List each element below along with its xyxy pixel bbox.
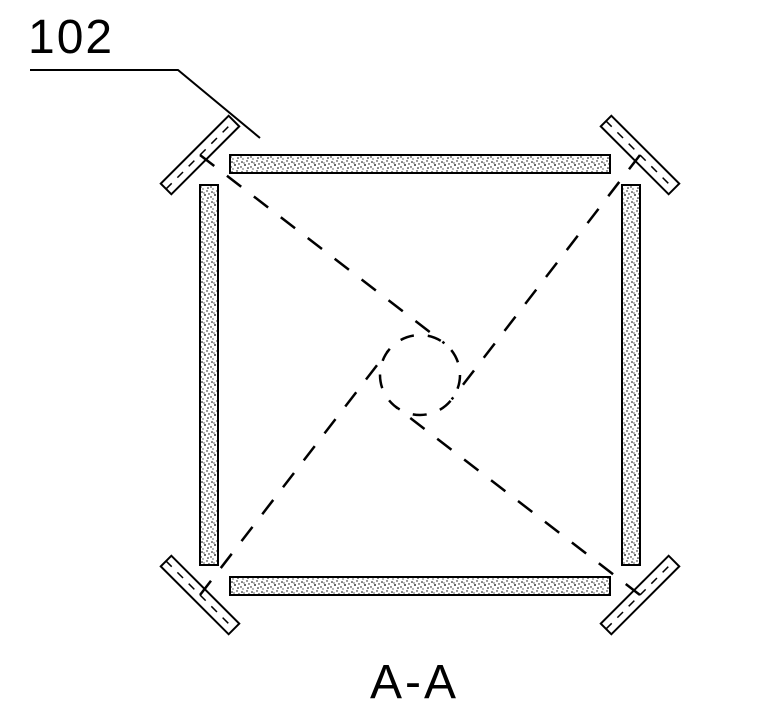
section-label: A-A [370, 655, 459, 710]
part-label-102: 102 [28, 10, 114, 65]
diagram-canvas [0, 0, 779, 719]
